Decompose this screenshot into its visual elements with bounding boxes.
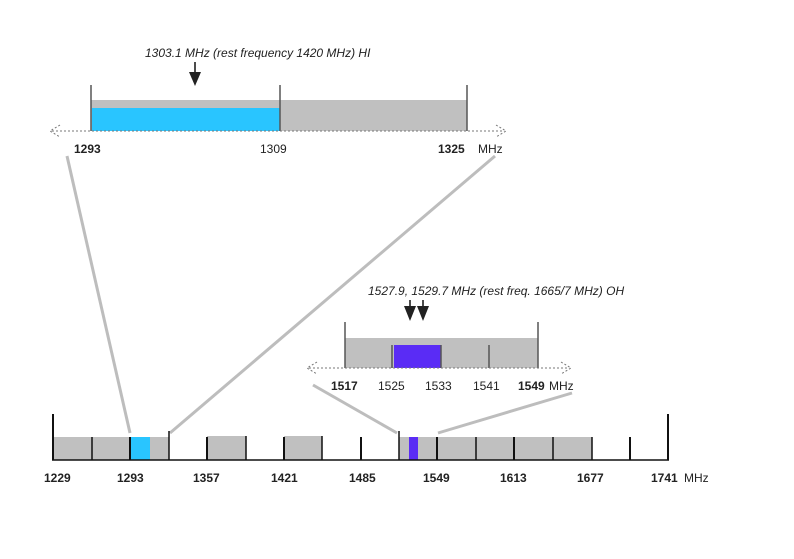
- top-zoom-connector-left: [65, 155, 132, 434]
- top-tick-label-left: 1293: [74, 142, 101, 156]
- mid-tick-label-1549: 1549: [518, 379, 545, 393]
- hi-band-main: [131, 437, 150, 460]
- main-tick-label-1229: 1229: [44, 471, 71, 485]
- main-tick-label-1613: 1613: [500, 471, 527, 485]
- main-band-1357: [207, 436, 246, 460]
- main-tick-label-1741: 1741: [651, 471, 678, 485]
- main-tick-label-1485: 1485: [349, 471, 376, 485]
- mid-zoom-connector-left: [312, 383, 398, 435]
- hi-annotation: 1303.1 MHz (rest frequency 1420 MHz) HI: [145, 46, 371, 60]
- main-band-1421: [284, 436, 322, 460]
- zoom-connectors: [65, 154, 573, 435]
- hi-arrow-icon: [189, 62, 201, 86]
- main-band-dividers: [91, 431, 593, 460]
- main-axis-panel: 1229 1293 1357 1421 1485 1549 1613 1677 …: [44, 414, 709, 485]
- mid-tick-label-1533: 1533: [425, 379, 452, 393]
- mid-tick-label-1525: 1525: [378, 379, 405, 393]
- top-tick-label-right: 1325: [438, 142, 465, 156]
- main-band-1229-1293: [53, 437, 169, 460]
- main-tick-label-1549: 1549: [423, 471, 450, 485]
- oh-annotation: 1527.9, 1529.7 MHz (rest freq. 1665/7 MH…: [368, 284, 624, 298]
- main-tick-label-1293: 1293: [117, 471, 144, 485]
- main-band-1517-1677: [399, 437, 592, 460]
- hi-highlight-band: [92, 108, 280, 131]
- oh-band-main: [409, 437, 418, 460]
- main-unit-label: MHz: [684, 471, 709, 485]
- top-unit-label: MHz: [478, 142, 503, 156]
- oh-arrow-icon-2: [417, 300, 429, 321]
- mid-unit-label: MHz: [549, 379, 574, 393]
- main-tick-label-1357: 1357: [193, 471, 220, 485]
- mid-zoom-connector-right: [437, 391, 573, 435]
- oh-arrow-icon-1: [404, 300, 416, 321]
- main-axis-ticks: [52, 414, 669, 460]
- main-tick-label-1421: 1421: [271, 471, 298, 485]
- mid-dotted-axis: [306, 361, 572, 375]
- top-dotted-axis: [49, 124, 507, 138]
- top-zoom-connector-right: [169, 154, 496, 435]
- top-tick-label-mid: 1309: [260, 142, 287, 156]
- mid-zoom-panel: 1527.9, 1529.7 MHz (rest freq. 1665/7 MH…: [306, 284, 624, 393]
- mid-tick-label-1541: 1541: [473, 379, 500, 393]
- top-zoom-panel: 1303.1 MHz (rest frequency 1420 MHz) HI …: [49, 46, 507, 156]
- main-tick-label-1677: 1677: [577, 471, 604, 485]
- mid-tick-label-1517: 1517: [331, 379, 358, 393]
- oh-highlight-band: [394, 345, 441, 368]
